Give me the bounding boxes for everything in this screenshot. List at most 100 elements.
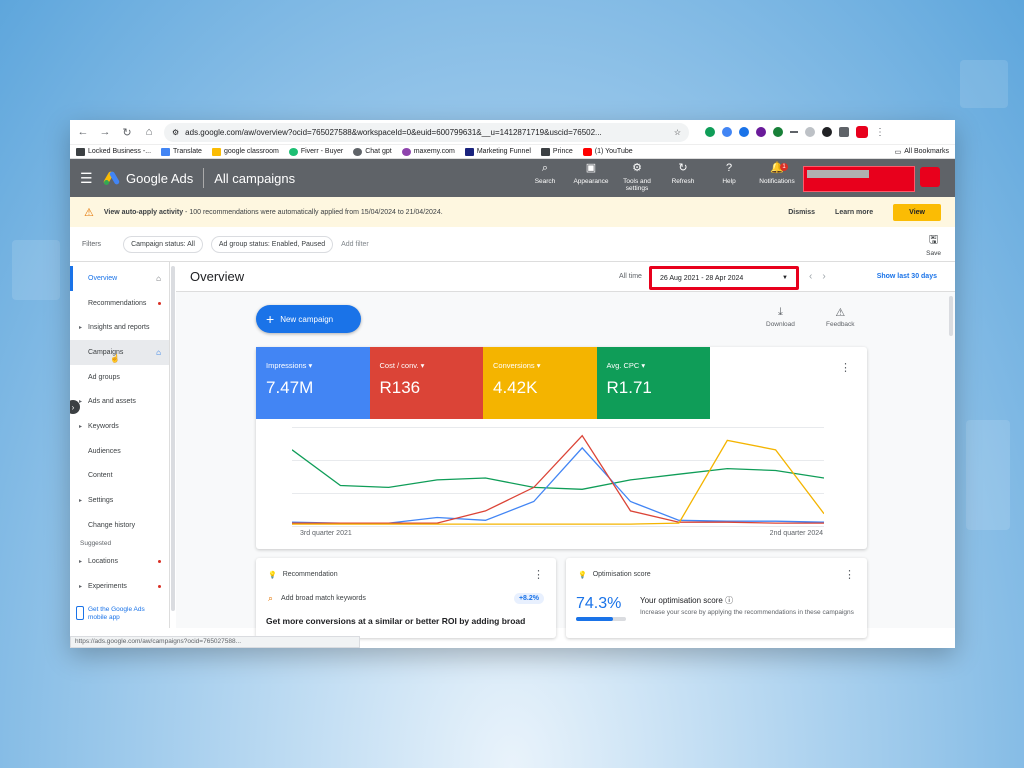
bookmark-item[interactable]: Locked Business -... [76,147,151,156]
google-ads-logo[interactable]: Google Ads [102,171,193,186]
lightbulb-icon: 💡 [268,571,277,579]
sidebar-item-content[interactable]: Content [88,472,113,480]
prev-period-icon[interactable]: ‹ [809,271,823,282]
filter-chip-campaign-status[interactable]: Campaign status: All [123,235,203,253]
help-button[interactable]: ? Help [722,161,736,185]
download-button[interactable]: ⤓ Download [766,306,795,328]
header-tools: ⌕ Search ▣ Appearance ⚙ Tools and settings … [522,161,802,192]
extension-icon[interactable] [739,127,749,137]
extension-icon[interactable] [705,127,715,137]
bookmark-icon [76,147,85,156]
recommendation-item[interactable]: ⌕ Add broad match keywords +8.2% [256,593,556,604]
mouse-cursor-icon: ☝ [110,354,120,364]
sidebar-item-campaigns[interactable]: Campaigns ⌂ ☝ [70,340,169,365]
appearance-button[interactable]: ▣ Appearance [573,161,609,185]
all-bookmarks[interactable]: ▭ All Bookmarks [894,148,949,156]
redacted-account-avatar[interactable] [920,167,940,187]
address-bar[interactable]: ⚙ ads.google.com/aw/overview?ocid=765027… [164,122,689,142]
bookmark-item[interactable]: Fiverr - Buyer [288,147,343,156]
sidebar-item-ads-and-assets[interactable]: ▸ Ads and assets [79,398,136,406]
extension-icon[interactable] [790,131,798,133]
sidebar-item-keywords[interactable]: ▸ Keywords [79,422,119,430]
get-mobile-app-link[interactable]: Get the Google Ads mobile app [76,606,148,622]
chart-series-line-0 [292,449,824,490]
sidebar-item-change-history[interactable]: Change history [88,521,136,529]
extensions-puzzle-icon[interactable] [839,127,849,137]
new-campaign-button[interactable]: + New campaign [256,305,361,333]
extension-icon[interactable] [773,127,783,137]
dismiss-button[interactable]: Dismiss [788,208,816,216]
more-options-icon[interactable]: ⋮ [844,569,855,581]
sidebar-item-audiences[interactable]: Audiences [88,447,121,455]
recommendation-description: Get more conversions at a similar or bet… [266,616,526,626]
forward-icon[interactable]: → [99,126,111,138]
help-icon[interactable]: ⓘ [725,596,734,605]
tools-settings-button[interactable]: ⚙ Tools and settings [623,161,651,192]
dropdown-arrow-icon: ▾ [536,361,541,370]
feedback-icon: ⚠ [835,307,846,319]
bookmark-item[interactable]: maxemy.com [401,147,455,156]
notifications-button[interactable]: 🔔 1 Notifications [759,161,795,185]
lightbulb-icon: 💡 [578,571,587,579]
page-section-title[interactable]: All campaigns [214,170,296,186]
reload-icon[interactable]: ↻ [122,126,132,139]
all-time-label: All time [619,273,642,280]
url-text: ads.google.com/aw/overview?ocid=76502758… [185,127,602,137]
sidebar-item-settings[interactable]: ▸ Settings [79,497,114,505]
show-last-30-days-link[interactable]: Show last 30 days [876,273,937,280]
recommendation-card: 💡 Recommendation ⋮ ⌕ Add broad match keywor… [256,558,556,638]
performance-line-chart [292,427,824,527]
bookmark-item[interactable]: Marketing Funnel [464,147,531,156]
metric-conversions[interactable]: Conversions ▾ 4.42K [483,347,597,419]
sidebar-item-ad-groups[interactable]: Ad groups [88,373,120,381]
notice-link[interactable]: View auto-apply activity [103,208,184,216]
site-info-icon[interactable]: ⚙ [172,127,180,137]
next-period-icon[interactable]: › [822,271,836,282]
bookmark-item[interactable]: (1) YouTube [582,147,633,156]
bookmark-item[interactable]: Prince [540,147,573,156]
score-block[interactable]: 74.3% [576,595,626,621]
bookmark-item[interactable]: Translate [161,147,202,156]
sidebar: Overview ⌂ Recommendations ▸ Insights and … [70,262,175,628]
bookmark-item[interactable]: google classroom [211,147,279,156]
date-range-picker[interactable]: 26 Aug 2021 - 28 Apr 2024 ▼ [649,266,799,290]
browser-menu-icon[interactable]: ⋮ [875,126,885,138]
youtube-icon [582,147,592,156]
sidebar-item-recommendations[interactable]: Recommendations [70,291,169,316]
extension-icon[interactable] [822,127,832,137]
redacted-account-info[interactable] [803,166,915,192]
metric-cost-per-conv[interactable]: Cost / conv. ▾ R136 [369,347,483,419]
plus-icon: + [266,311,275,327]
profile-avatar[interactable] [856,126,868,138]
metric-impressions[interactable]: Impressions ▾ 7.47M [256,347,370,419]
more-options-icon[interactable]: ⋮ [533,569,544,581]
expand-caret-icon: ▸ [79,325,83,332]
save-button[interactable]: 🖫 Save [926,231,941,257]
view-button[interactable]: View [893,203,941,221]
filter-chip-ad-group-status[interactable]: Ad group status: Enabled, Paused [210,235,334,253]
extension-icon[interactable] [756,127,766,137]
home-icon[interactable]: ⌂ [145,126,153,138]
content-scrollbar[interactable] [949,296,953,336]
collapse-sidebar-icon[interactable]: › [70,400,80,414]
dropdown-arrow-icon: ▾ [641,361,646,370]
more-options-icon[interactable]: ⋮ [840,362,851,374]
back-icon[interactable]: ← [77,126,89,138]
menu-icon[interactable]: ☰ [80,169,93,186]
metric-avg-cpc[interactable]: Avg. CPC ▾ R1.71 [596,347,710,419]
sidebar-scrollbar[interactable] [171,266,175,611]
search-button[interactable]: ⌕ Search [534,161,556,185]
sidebar-item-experiments[interactable]: ▸ Experiments [70,574,169,599]
learn-more-button[interactable]: Learn more [835,208,874,216]
refresh-button[interactable]: ↻ Refresh [671,161,695,185]
sidebar-item-insights-and-reports[interactable]: ▸ Insights and reports [79,324,150,332]
bookmark-star-icon[interactable]: ☆ [673,127,681,137]
extension-icon[interactable] [722,127,732,137]
sidebar-item-overview[interactable]: Overview ⌂ [70,266,169,291]
sidebar-item-locations[interactable]: ▸ Locations [70,550,169,575]
extension-icon[interactable] [805,127,815,137]
alert-dot [158,585,161,589]
bookmark-item[interactable]: Chat gpt [353,147,392,156]
add-filter-button[interactable]: Add filter [341,240,369,248]
feedback-button[interactable]: ⚠ Feedback [826,307,855,328]
